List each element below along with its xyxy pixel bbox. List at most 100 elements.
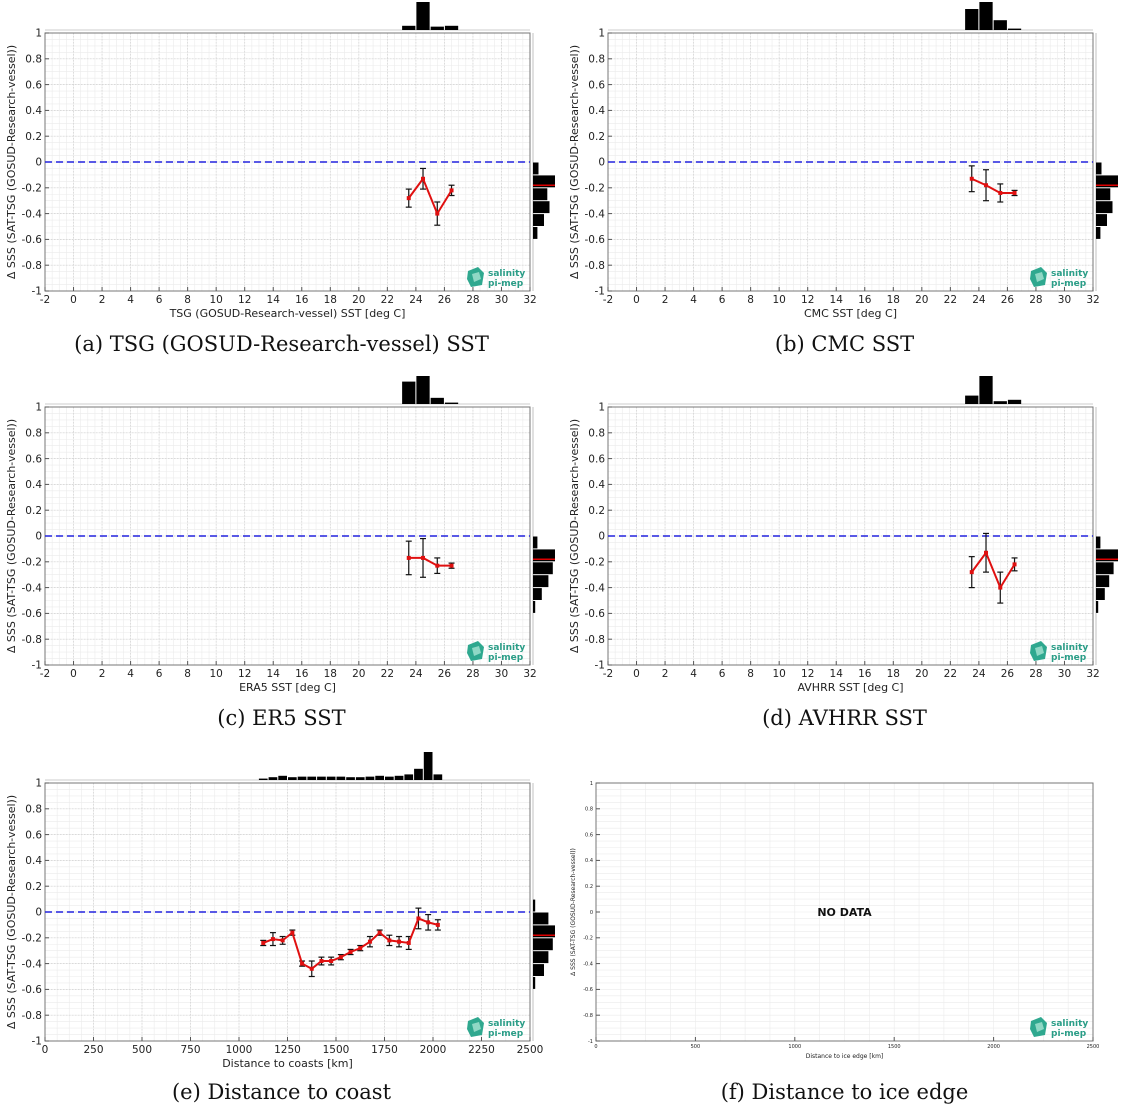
- data-point: [358, 946, 363, 951]
- y-tick-label: -0.4: [22, 208, 43, 220]
- x-tick-label: 750: [180, 1044, 200, 1056]
- y-tick-label: 0.2: [588, 131, 605, 143]
- y-tick-label: -0.2: [585, 556, 606, 568]
- x-tick-label: 2500: [517, 1044, 544, 1056]
- x-tick-label: 22: [944, 668, 957, 680]
- top-histogram-bar: [979, 376, 993, 404]
- y-tick-label: 0.6: [25, 453, 42, 465]
- y-tick-label: -0.4: [22, 582, 43, 594]
- y-tick-label: -0.2: [22, 182, 43, 194]
- x-tick-label: 0: [594, 1044, 597, 1050]
- x-tick-label: 24: [972, 294, 986, 306]
- right-histogram-bar: [533, 214, 544, 226]
- data-point: [300, 961, 305, 966]
- series-line: [407, 176, 453, 216]
- top-histogram-bar: [423, 752, 433, 780]
- right-histogram-bar: [1096, 201, 1113, 214]
- x-tick-label: 18: [324, 294, 337, 306]
- chart-panel-b: -2 0 2 4 6 8 10 12 14 16 18 20 22 24 26 28 30 32 1 0.8 0.6 0.…: [563, 0, 1126, 330]
- y-tick-label: 0.2: [25, 131, 42, 143]
- logo-text: pi-mep: [488, 1029, 524, 1039]
- top-histogram-bar: [414, 768, 423, 780]
- x-tick-label: 20: [352, 294, 365, 306]
- data-point: [435, 211, 440, 216]
- x-tick-label: 4: [690, 294, 697, 306]
- x-tick-label: 14: [830, 668, 844, 680]
- right-histogram-bar: [1096, 227, 1101, 239]
- y-tick-label: -0.6: [22, 234, 43, 246]
- data-point: [998, 585, 1003, 590]
- x-tick-label: 10: [772, 668, 785, 680]
- right-histogram-bar: [533, 562, 553, 575]
- x-tick-label: 6: [719, 668, 726, 680]
- logo-text: pi-mep: [488, 653, 524, 663]
- y-tick-label: 0.4: [25, 105, 42, 117]
- x-tick-label: 30: [1058, 668, 1071, 680]
- logo-text: salinity: [488, 269, 525, 279]
- logo-text: salinity: [1051, 269, 1088, 279]
- chart-svg: -2 0 2 4 6 8 10 12 14 16 18 20 22 24 26 28 30 3210.80.60.…: [568, 376, 1118, 694]
- chart-panel-d: -2 0 2 4 6 8 10 12 14 16 18 20 22 24 26 28 30 32 1 0.8 0.6 0.…: [563, 374, 1126, 704]
- y-tick-label: -1: [595, 286, 605, 298]
- x-tick-label: 24: [972, 668, 986, 680]
- x-tick-label: 26: [1001, 294, 1015, 306]
- x-tick-label: 10: [209, 294, 222, 306]
- x-tick-label: 6: [156, 294, 163, 306]
- x-tick-label: 250: [83, 1044, 103, 1056]
- y-tick-label: 0.6: [588, 79, 605, 91]
- right-histogram-bar: [533, 549, 555, 562]
- y-tick-label: 0.2: [588, 505, 605, 517]
- y-tick-label: 0: [598, 157, 605, 169]
- x-tick-label: 22: [381, 294, 394, 306]
- x-tick-label: 2000: [987, 1044, 1000, 1050]
- y-tick-label: 0.6: [588, 453, 605, 465]
- y-tick-label: 0: [35, 907, 42, 919]
- x-tick-label: 2: [662, 668, 669, 680]
- x-tick-label: 24: [409, 294, 423, 306]
- data-point: [984, 550, 989, 555]
- series-line: [262, 917, 439, 970]
- x-tick-label: 32: [1086, 668, 1099, 680]
- x-tick-label: 2: [662, 294, 669, 306]
- top-histogram-bar: [365, 776, 375, 780]
- y-tick-label: -0.4: [585, 582, 606, 594]
- right-histogram-bar: [533, 162, 539, 175]
- y-axis-label: Δ SSS (SAT-TSG (GOSUD-Research-vessel)): [5, 795, 18, 1029]
- y-tick-label: -0.2: [585, 182, 606, 194]
- x-tick-label: 14: [267, 668, 281, 680]
- data-point: [435, 922, 440, 927]
- x-tick-label: 10: [209, 668, 222, 680]
- y-tick-label: -1: [32, 286, 42, 298]
- right-histogram-bar: [1096, 188, 1111, 201]
- series-line: [970, 550, 1016, 590]
- y-tick-label: -1: [595, 660, 605, 672]
- data-point: [1012, 190, 1017, 195]
- y-tick-label: 1: [598, 402, 605, 414]
- top-histogram-bar: [965, 9, 979, 30]
- y-tick-label: -0.8: [585, 634, 606, 646]
- right-histogram-bar: [1096, 175, 1118, 188]
- x-tick-label: 10: [772, 294, 785, 306]
- y-tick-label: 0.8: [588, 53, 605, 65]
- y-tick-label: -0.8: [22, 1010, 43, 1022]
- logo-text: salinity: [1051, 643, 1088, 653]
- x-tick-label: 6: [156, 668, 163, 680]
- data-point: [969, 570, 974, 575]
- y-tick-label: 0.6: [25, 829, 42, 841]
- logo-icon-highlight: [1035, 1022, 1044, 1032]
- y-tick-label: 1: [598, 28, 605, 40]
- x-tick-label: 16: [858, 294, 872, 306]
- data-point: [387, 938, 392, 943]
- logo-icon-highlight: [1035, 646, 1044, 656]
- top-histogram-bar: [394, 775, 404, 780]
- x-tick-label: 16: [295, 668, 309, 680]
- right-histogram-bar: [1096, 536, 1101, 549]
- y-axis-label: Δ SSS (SAT-TSG (GOSUD-Research-vessel)): [568, 419, 581, 653]
- top-histogram-bar: [402, 381, 416, 404]
- y-tick-label: -0.8: [22, 634, 43, 646]
- right-histogram-bar: [1096, 549, 1118, 562]
- top-histogram-bar: [317, 776, 326, 780]
- caption-b: (b) CMC SST: [774, 332, 915, 356]
- x-axis-label: ERA5 SST [deg C]: [239, 681, 336, 694]
- x-tick-label: 32: [1086, 294, 1099, 306]
